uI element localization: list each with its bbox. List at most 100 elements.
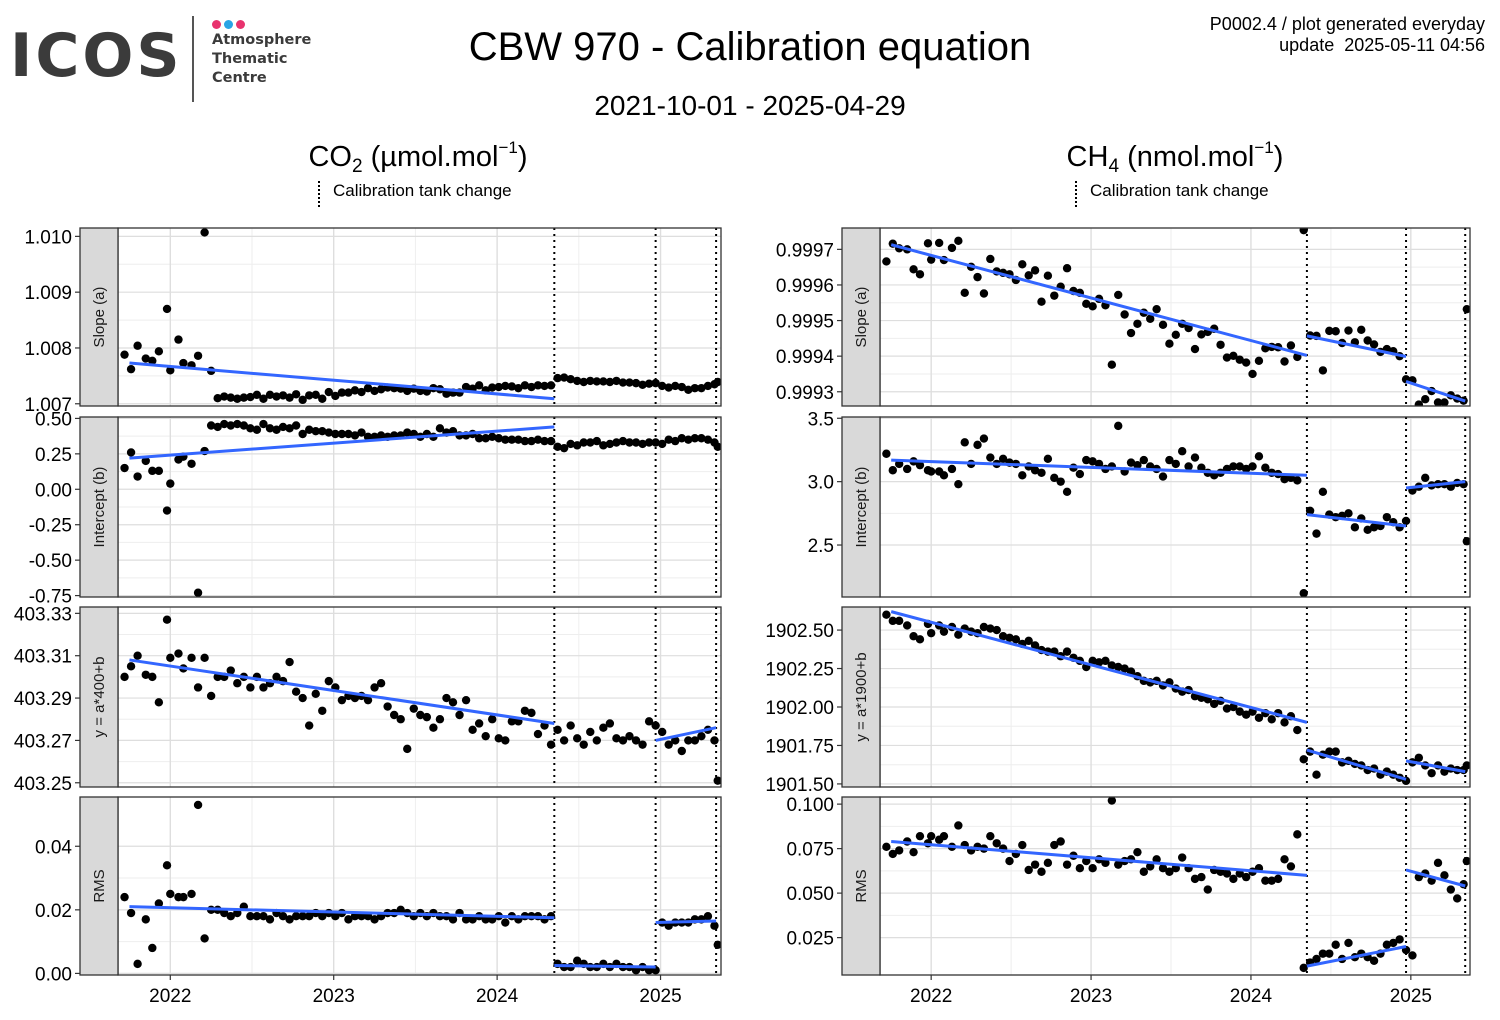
- data-point: [909, 632, 918, 641]
- data-point: [1037, 867, 1046, 876]
- data-point: [939, 831, 949, 841]
- data-point: [220, 419, 229, 429]
- data-point: [1248, 462, 1257, 471]
- fit-line: [1306, 945, 1407, 968]
- data-point: [246, 424, 255, 433]
- data-point: [1050, 473, 1059, 483]
- facet-strip: [841, 606, 881, 788]
- data-point: [501, 435, 510, 444]
- data-point: [422, 712, 432, 722]
- data-point: [494, 382, 503, 392]
- x-tick-label: 2022: [910, 986, 952, 1007]
- data-point: [278, 911, 288, 921]
- data-point: [1241, 464, 1251, 474]
- data-point: [1273, 874, 1283, 884]
- data-point: [1120, 664, 1129, 673]
- data-point: [1344, 509, 1353, 518]
- data-point: [926, 831, 936, 841]
- data-point: [488, 383, 497, 392]
- data-point: [664, 740, 673, 749]
- data-point: [501, 381, 510, 391]
- dotted-line-key: [318, 181, 320, 207]
- data-point: [1062, 264, 1072, 273]
- data-point: [915, 460, 925, 470]
- ch4-unit-close: ): [1273, 141, 1284, 173]
- data-point: [690, 434, 700, 443]
- fit-line: [554, 963, 656, 969]
- data-point: [1344, 326, 1353, 335]
- logo-dots: [212, 16, 248, 34]
- data-point: [586, 438, 595, 447]
- fit-line: [890, 610, 1308, 724]
- data-point: [612, 438, 621, 447]
- data-point: [126, 908, 136, 918]
- data-point: [986, 831, 995, 841]
- data-point: [697, 383, 706, 393]
- data-point: [638, 439, 647, 449]
- data-point: [179, 892, 188, 902]
- data-point: [494, 734, 503, 743]
- data-point: [1325, 949, 1334, 958]
- data-point: [120, 463, 129, 473]
- data-point: [657, 381, 667, 391]
- data-point: [1133, 847, 1142, 857]
- data-point: [1203, 885, 1212, 894]
- data-point: [193, 800, 203, 810]
- data-point: [507, 435, 517, 444]
- data-point: [1369, 523, 1379, 532]
- data-point: [311, 426, 320, 436]
- data-point: [1293, 830, 1302, 839]
- data-point: [527, 382, 536, 392]
- facet-label: RMS: [853, 869, 870, 902]
- data-point: [631, 378, 641, 388]
- data-point: [162, 861, 172, 870]
- data-point: [396, 715, 405, 724]
- data-point: [882, 842, 891, 852]
- data-point: [166, 653, 175, 663]
- y-tick-label: 0.50: [35, 409, 72, 430]
- data-point: [1427, 768, 1436, 778]
- data-point: [1440, 871, 1449, 880]
- data-point: [566, 439, 575, 449]
- co2-subscript: 2: [351, 156, 363, 177]
- data-point: [1222, 704, 1232, 713]
- data-point: [1062, 487, 1072, 496]
- data-point: [992, 625, 1001, 635]
- data-point: [546, 436, 556, 446]
- data-point: [631, 736, 641, 745]
- data-point: [370, 386, 379, 396]
- data-point: [291, 390, 301, 399]
- data-point: [592, 377, 602, 386]
- data-point: [1401, 516, 1411, 526]
- data-point: [304, 721, 314, 730]
- data-point: [1229, 702, 1238, 712]
- data-point: [133, 959, 142, 969]
- data-point: [337, 695, 347, 705]
- data-point: [337, 429, 347, 439]
- fit-line: [129, 425, 555, 460]
- fit-line: [1405, 759, 1466, 774]
- data-point: [324, 428, 334, 437]
- data-point: [272, 425, 281, 434]
- data-point: [363, 695, 373, 705]
- data-point: [226, 421, 235, 430]
- data-point: [1254, 713, 1264, 722]
- data-point: [1312, 954, 1321, 964]
- data-point: [703, 435, 713, 444]
- data-point: [947, 464, 957, 474]
- data-point: [1299, 588, 1308, 597]
- data-point: [572, 441, 582, 450]
- data-point: [318, 911, 327, 921]
- data-point: [1158, 864, 1168, 873]
- data-point: [1171, 459, 1180, 469]
- data-point: [1235, 355, 1244, 364]
- data-point: [233, 679, 242, 688]
- data-point: [520, 436, 530, 446]
- data-point: [246, 392, 255, 402]
- data-point: [579, 740, 588, 749]
- data-point: [1462, 761, 1470, 770]
- data-point: [986, 624, 995, 633]
- data-point: [1165, 339, 1174, 348]
- logo-dot: [224, 20, 233, 29]
- data-point: [713, 377, 721, 387]
